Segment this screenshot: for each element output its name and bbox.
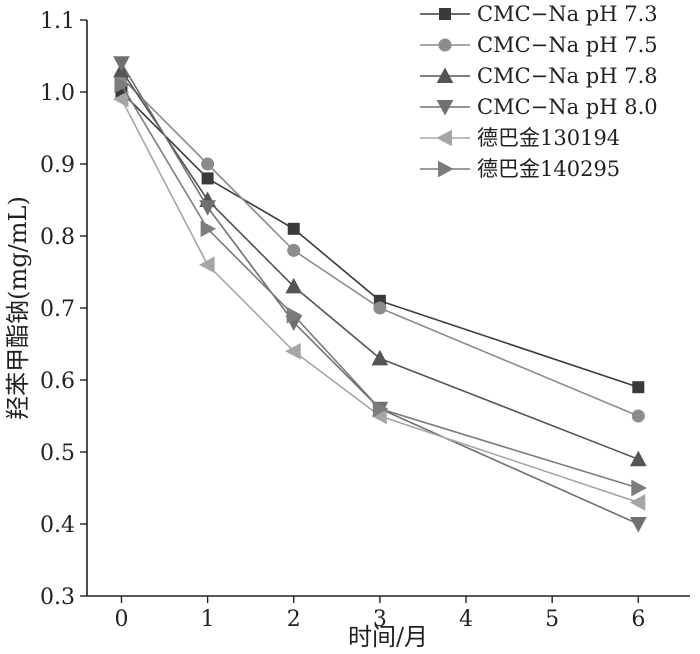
- series-layer: [112, 56, 647, 533]
- legend-label: CMC−Na pH 7.8: [477, 64, 658, 88]
- data-point: [372, 400, 389, 418]
- data-point: [287, 222, 300, 235]
- data-point: [631, 479, 647, 497]
- legend-marker: [436, 67, 454, 83]
- x-ticks: 0 1 2 3 4 5 6: [114, 596, 645, 632]
- data-point: [285, 277, 303, 294]
- legend-marker: [438, 38, 452, 52]
- data-point: [112, 90, 129, 108]
- legend-entry: CMC−Na pH 7.3: [420, 2, 658, 26]
- legend-label: CMC−Na pH 7.5: [477, 33, 658, 57]
- x-tick-label: 0: [114, 607, 128, 632]
- data-point: [200, 220, 217, 238]
- x-axis-title: 时间/月: [348, 623, 428, 651]
- legend-entry: CMC−Na pH 8.0: [420, 95, 658, 119]
- data-point: [114, 76, 131, 94]
- legend-label: CMC−Na pH 7.3: [477, 2, 658, 26]
- data-point: [199, 256, 215, 274]
- y-tick-label: 0.9: [40, 153, 75, 178]
- x-tick-label: 4: [459, 607, 473, 632]
- legend-entry: 德巴金130194: [420, 126, 620, 150]
- y-tick-label: 0.7: [40, 297, 75, 322]
- legend-marker: [438, 160, 454, 178]
- data-point: [371, 349, 389, 366]
- legend-entry: 德巴金140295: [420, 157, 620, 181]
- data-point: [629, 450, 647, 467]
- data-point: [201, 157, 215, 171]
- legend-entry: CMC−Na pH 7.8: [420, 64, 658, 88]
- data-point: [629, 494, 646, 511]
- x-tick-label: 3: [373, 607, 387, 632]
- data-point: [201, 172, 214, 185]
- series-2: [114, 71, 645, 423]
- data-point: [199, 200, 216, 216]
- data-point: [285, 342, 301, 360]
- data-point: [113, 56, 130, 72]
- series-5: [112, 90, 646, 511]
- x-tick-label: 1: [201, 607, 215, 632]
- legend-label: 德巴金130194: [477, 126, 620, 150]
- x-tick-label: 6: [631, 607, 645, 632]
- data-point: [632, 381, 645, 394]
- data-point: [287, 243, 301, 257]
- legend-marker: [436, 100, 454, 116]
- y-tick-label: 0.8: [40, 225, 75, 250]
- data-point: [631, 409, 645, 423]
- legend-entry: CMC−Na pH 7.5: [420, 33, 658, 57]
- legend: CMC−Na pH 7.3 CMC−Na pH 7.5 CMC−Na pH 7.8 C…: [420, 2, 658, 181]
- x-tick-label: 5: [545, 607, 559, 632]
- y-tick-label: 0.3: [40, 585, 75, 610]
- data-point: [629, 517, 647, 533]
- legend-marker: [439, 8, 451, 20]
- y-tick-label: 0.5: [40, 441, 75, 466]
- y-tick-label: 0.6: [40, 369, 75, 394]
- series-6: [114, 76, 647, 497]
- legend-label: CMC−Na pH 8.0: [477, 95, 658, 119]
- y-tick-label: 1.0: [40, 81, 75, 106]
- y-tick-label: 0.4: [40, 513, 75, 538]
- y-ticks: 0.3 0.4 0.5 0.6 0.7 0.8 0.9 1.0 1.1: [40, 9, 87, 610]
- y-tick-label: 1.1: [40, 9, 75, 34]
- x-tick-label: 2: [287, 607, 301, 632]
- y-axis-title: 羟苯甲酯钠(mg/mL): [4, 196, 32, 420]
- series-1: [115, 86, 645, 394]
- data-point: [286, 306, 303, 324]
- data-point: [373, 301, 387, 315]
- legend-label: 德巴金140295: [477, 157, 620, 181]
- legend-marker: [436, 129, 452, 147]
